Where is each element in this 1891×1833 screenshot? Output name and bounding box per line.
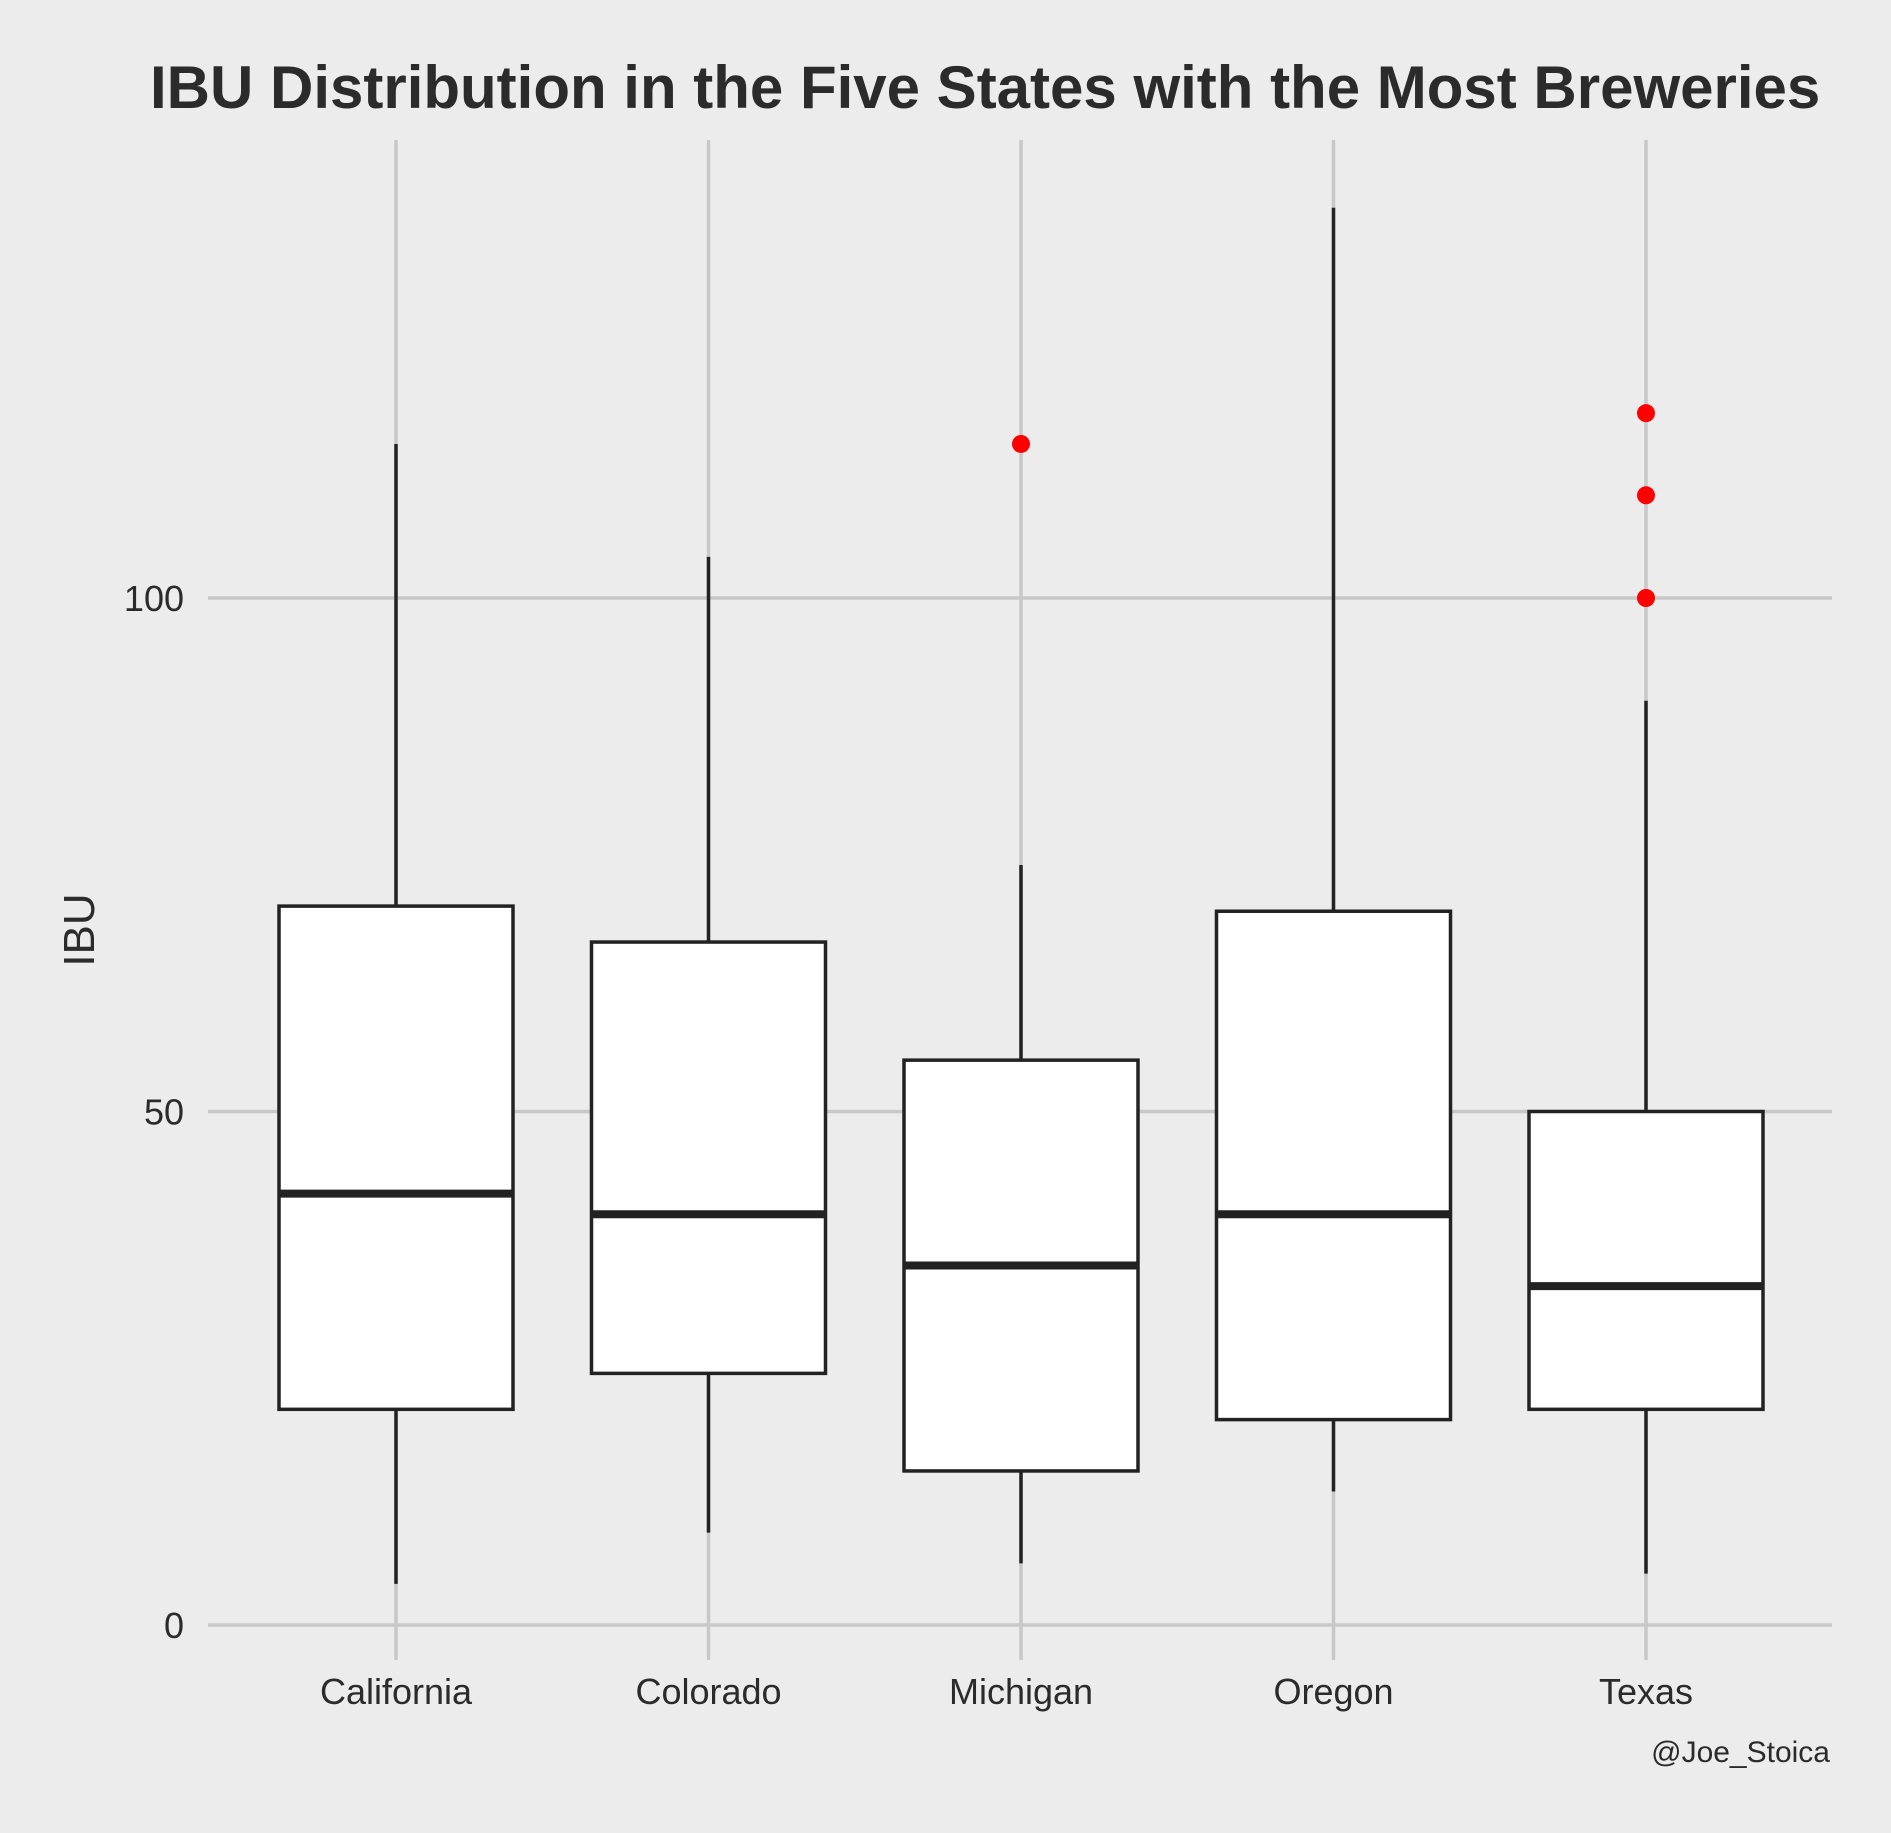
chart-caption: @Joe_Stoica (1651, 1736, 1830, 1769)
chart-title: IBU Distribution in the Five States with… (150, 54, 1820, 121)
iqr-box-texas (1527, 1109, 1765, 1412)
outlier-point-texas-1 (1637, 486, 1655, 505)
x-tick-label-colorado: Colorado (635, 1671, 781, 1712)
iqr-box-colorado (589, 940, 828, 1376)
y-axis-title: IBU (55, 893, 104, 966)
x-tick-label-texas: Texas (1599, 1671, 1693, 1712)
x-tick-label-california: California (320, 1671, 473, 1712)
y-tick-label-50: 50 (144, 1092, 184, 1133)
y-tick-label-0: 0 (164, 1605, 184, 1646)
y-tick-label-100: 100 (124, 578, 184, 619)
x-tick-label-michigan: Michigan (949, 1671, 1093, 1712)
outlier-point-michigan-0 (1012, 434, 1030, 453)
box-oregon (1214, 207, 1453, 1492)
outlier-point-texas-0 (1637, 589, 1655, 607)
outlier-point-texas-2 (1637, 404, 1655, 423)
tick-layer: 0 50 100 California Colorado Michigan Oregon Te… (124, 578, 1693, 1712)
iqr-box-california (277, 904, 515, 1412)
iqr-box-oregon (1214, 909, 1453, 1422)
box-colorado (589, 556, 828, 1533)
box-layer (277, 207, 1765, 1584)
box-california (277, 443, 515, 1584)
box-michigan (902, 434, 1140, 1564)
box-texas (1527, 404, 1765, 1574)
x-tick-label-oregon: Oregon (1273, 1671, 1393, 1712)
